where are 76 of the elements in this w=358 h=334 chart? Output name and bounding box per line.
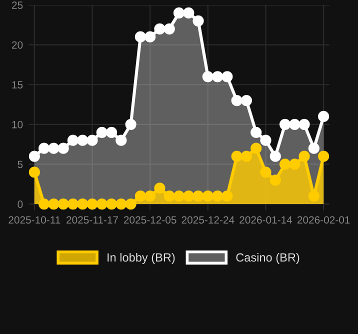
point <box>279 118 291 130</box>
point <box>270 174 281 186</box>
x-tick-label: 2025-12-24 <box>182 216 234 224</box>
point <box>173 190 185 202</box>
point <box>48 142 60 154</box>
point <box>260 134 272 146</box>
point <box>134 31 146 42</box>
point <box>28 150 40 162</box>
point <box>212 190 224 202</box>
point <box>279 158 291 170</box>
x-tick-label: 2025-10-11 <box>8 216 60 224</box>
point <box>48 198 60 210</box>
point <box>164 23 175 34</box>
point <box>289 158 300 170</box>
point <box>192 190 204 202</box>
point <box>318 150 330 162</box>
point <box>58 198 69 210</box>
point <box>222 71 233 82</box>
point <box>67 134 79 146</box>
point <box>125 118 136 130</box>
y-tick-label: 15 <box>12 81 23 89</box>
point <box>240 150 252 162</box>
y-tick-label: 20 <box>12 41 23 49</box>
y-tick-label: 5 <box>18 160 23 168</box>
point <box>298 118 310 130</box>
point <box>212 71 224 82</box>
x-tick-label: 2025-11-17 <box>66 216 118 224</box>
point <box>58 142 69 154</box>
y-tick-label: 0 <box>18 200 23 208</box>
point <box>222 190 233 202</box>
point <box>183 190 194 202</box>
x-tick-label: 2026-02-01 <box>297 216 350 224</box>
point <box>144 190 156 202</box>
point <box>125 198 136 210</box>
point <box>86 198 98 210</box>
y-tick-label: 10 <box>12 120 23 128</box>
point <box>202 190 214 202</box>
point <box>96 198 108 210</box>
point <box>289 118 300 130</box>
legend-label: Casino (BR) <box>236 252 300 264</box>
point <box>67 198 79 210</box>
point <box>38 198 50 210</box>
point <box>38 142 50 154</box>
point <box>154 182 166 194</box>
point <box>270 150 281 162</box>
point <box>308 190 320 202</box>
point <box>164 190 175 202</box>
y-tick-label: 25 <box>12 2 23 9</box>
point <box>260 166 272 178</box>
point <box>86 134 98 146</box>
legend-label: In lobby (BR) <box>108 252 175 264</box>
point <box>231 94 242 106</box>
point <box>116 198 127 210</box>
point <box>318 110 330 122</box>
point <box>202 71 214 82</box>
point <box>106 198 118 210</box>
point <box>240 94 252 106</box>
point <box>96 126 108 138</box>
x-tick-label: 2025-12-05 <box>124 216 176 224</box>
point <box>308 142 320 154</box>
point <box>77 198 88 210</box>
point <box>144 31 156 42</box>
x-tick-label: 2026-01-14 <box>240 216 292 224</box>
point <box>298 150 310 162</box>
point <box>77 134 88 146</box>
point <box>154 23 166 34</box>
point <box>106 126 118 138</box>
point <box>183 7 194 19</box>
point <box>250 142 262 154</box>
point <box>28 166 40 178</box>
point <box>134 190 146 202</box>
point <box>231 150 242 162</box>
point <box>250 126 262 138</box>
point <box>192 15 204 26</box>
point <box>173 7 185 19</box>
point <box>116 134 127 146</box>
